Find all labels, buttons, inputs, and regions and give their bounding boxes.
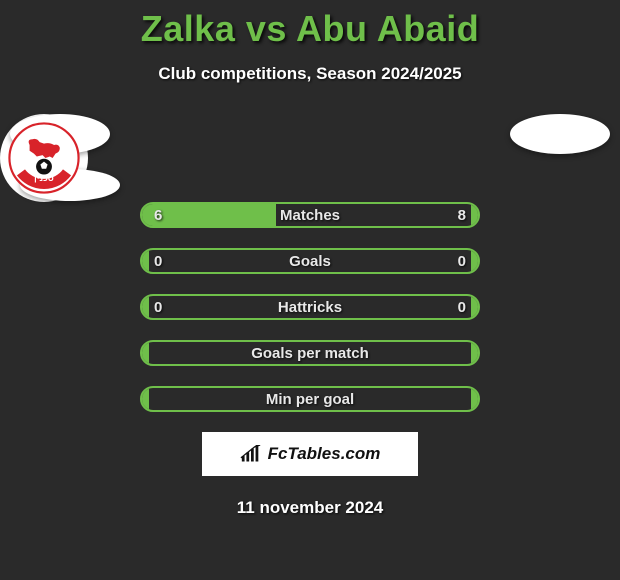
fctables-text: FcTables.com [268, 444, 381, 464]
bar-label: Goals per match [142, 342, 478, 364]
bar-value-right: 0 [458, 250, 466, 272]
club-badge-right: סכנין [0, 114, 88, 202]
fctables-branding: FcTables.com [202, 432, 418, 476]
page-title: Zalka vs Abu Abaid [0, 0, 620, 50]
comparison-area: סכנין 6Matches80Goals00Hattricks0Goals p… [0, 114, 620, 412]
page-subtitle: Club competitions, Season 2024/2025 [0, 64, 620, 84]
bar-value-right: 0 [458, 296, 466, 318]
bar-value-right: 8 [458, 204, 466, 226]
stat-bars: 6Matches80Goals00Hattricks0Goals per mat… [140, 202, 480, 412]
stat-bar: 0Goals0 [140, 248, 480, 274]
stat-bar: 6Matches8 [140, 202, 480, 228]
stat-bar: Min per goal [140, 386, 480, 412]
svg-text:סכנין: סכנין [34, 173, 54, 183]
club-logo-icon: סכנין [8, 122, 80, 194]
bar-label: Hattricks [142, 296, 478, 318]
bar-label: Min per goal [142, 388, 478, 410]
bar-label: Goals [142, 250, 478, 272]
stat-bar: Goals per match [140, 340, 480, 366]
stat-bar: 0Hattricks0 [140, 294, 480, 320]
player-badge-right-1 [510, 114, 610, 154]
chart-icon [240, 445, 262, 463]
page-date: 11 november 2024 [0, 498, 620, 518]
bar-label: Matches [142, 204, 478, 226]
